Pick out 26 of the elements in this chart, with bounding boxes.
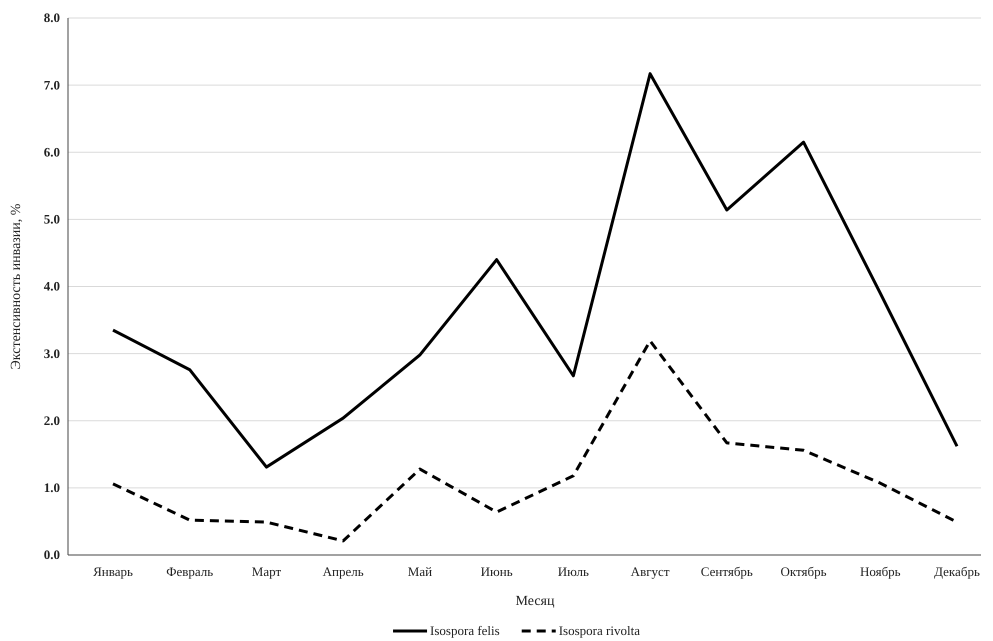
- x-tick-label: Август: [630, 564, 670, 580]
- y-tick-label: 6.0: [44, 144, 60, 160]
- y-axis-title: Экстенсивность инвазии, %: [9, 203, 24, 370]
- x-tick-label: Апрель: [322, 564, 364, 580]
- x-tick-label: Февраль: [166, 564, 214, 580]
- y-tick-label: 7.0: [44, 77, 60, 92]
- legend-label: Isospora rivolta: [558, 623, 640, 638]
- y-tick-label: 4.0: [44, 278, 60, 294]
- y-tick-label: 3.0: [44, 346, 60, 361]
- y-tick-label: 1.0: [44, 480, 60, 496]
- x-tick-label: Июнь: [480, 564, 513, 580]
- y-tick-label: 8.0: [44, 10, 60, 26]
- x-tick-label: Октябрь: [780, 564, 827, 580]
- x-tick-label: Январь: [93, 564, 133, 580]
- legend-label: Isospora felis: [430, 623, 500, 638]
- x-tick-label: Ноябрь: [860, 564, 901, 580]
- x-axis-title: Месяц: [516, 594, 555, 609]
- line-series: [112, 72, 958, 469]
- x-tick-label: Июль: [558, 564, 590, 580]
- y-tick-label: 5.0: [44, 212, 60, 227]
- x-tick-label: Март: [252, 564, 282, 580]
- x-tick-label: Сентябрь: [700, 564, 753, 580]
- x-tick-label: Декабрь: [934, 564, 980, 580]
- y-tick-label: 2.0: [44, 412, 60, 428]
- x-tick-label: Май: [408, 564, 432, 580]
- y-tick-label: 0.0: [44, 547, 60, 562]
